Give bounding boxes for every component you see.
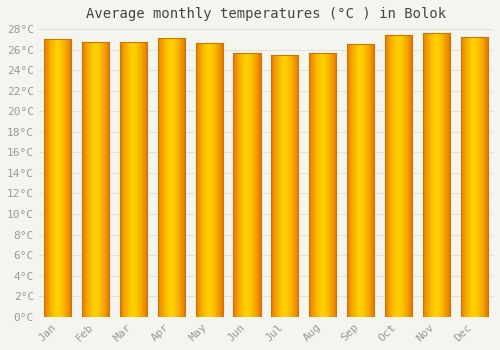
Title: Average monthly temperatures (°C ) in Bolok: Average monthly temperatures (°C ) in Bo… [86,7,446,21]
